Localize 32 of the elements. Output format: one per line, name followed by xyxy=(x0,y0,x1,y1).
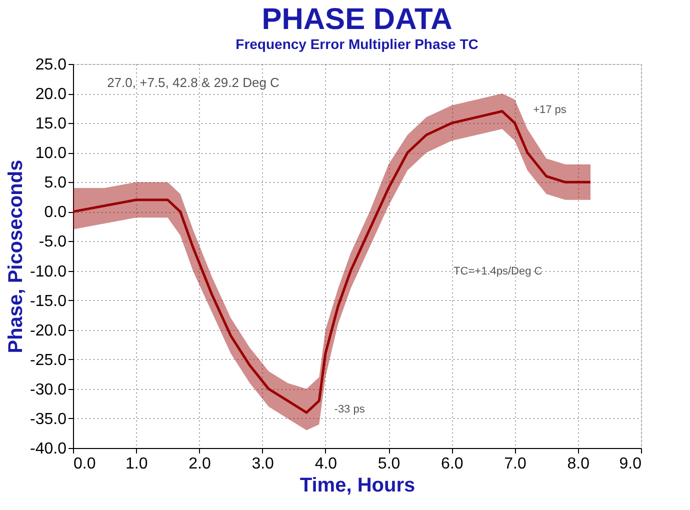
y-tick-label: -15.0 xyxy=(30,292,67,310)
y-tick-label: -25.0 xyxy=(30,352,67,369)
y-tick-label: 5.0 xyxy=(44,174,67,192)
x-tick-label: 7.0 xyxy=(504,456,526,472)
x-tick-label: 5.0 xyxy=(378,456,400,472)
annotation: +17 ps xyxy=(533,104,567,116)
y-tick-label: 25.0 xyxy=(35,56,67,74)
annotation: TC=+1.4ps/Deg C xyxy=(454,265,542,278)
y-tick-label: -20.0 xyxy=(30,322,67,340)
x-axis-title: Time, Hours xyxy=(300,474,416,496)
y-tick-label: 15.0 xyxy=(35,116,67,133)
x-tick-label: 4.0 xyxy=(314,456,338,472)
x-tick-label: 9.0 xyxy=(619,456,642,472)
y-tick-label: 20.0 xyxy=(35,86,67,104)
y-tick-label: -30.0 xyxy=(30,381,67,398)
x-tick-label: 2.0 xyxy=(188,456,211,472)
x-tick-label: 3.0 xyxy=(252,456,274,472)
y-tick-label: -5.0 xyxy=(38,234,67,251)
y-axis-title: Phase, Picoseconds xyxy=(5,160,28,354)
y-tick-label: -40.0 xyxy=(30,440,67,458)
y-tick-label: -10.0 xyxy=(30,263,67,280)
chart-title: PHASE DATA xyxy=(262,3,452,36)
chart-subtitle: Frequency Error Multiplier Phase TC xyxy=(236,36,478,52)
x-tick-label: 6.0 xyxy=(441,456,464,472)
x-tick-label: 1.0 xyxy=(125,456,148,472)
x-tick-label: 0.0 xyxy=(74,456,96,472)
x-tick-label: 8.0 xyxy=(567,456,590,472)
y-tick-label: 0.0 xyxy=(44,204,67,222)
y-tick-label: -35.0 xyxy=(30,410,67,428)
annotation: -33 ps xyxy=(334,404,366,416)
annotation: 27.0, +7.5, 42.8 & 29.2 Deg C xyxy=(107,75,280,90)
y-tick-label: 10.0 xyxy=(35,145,67,162)
